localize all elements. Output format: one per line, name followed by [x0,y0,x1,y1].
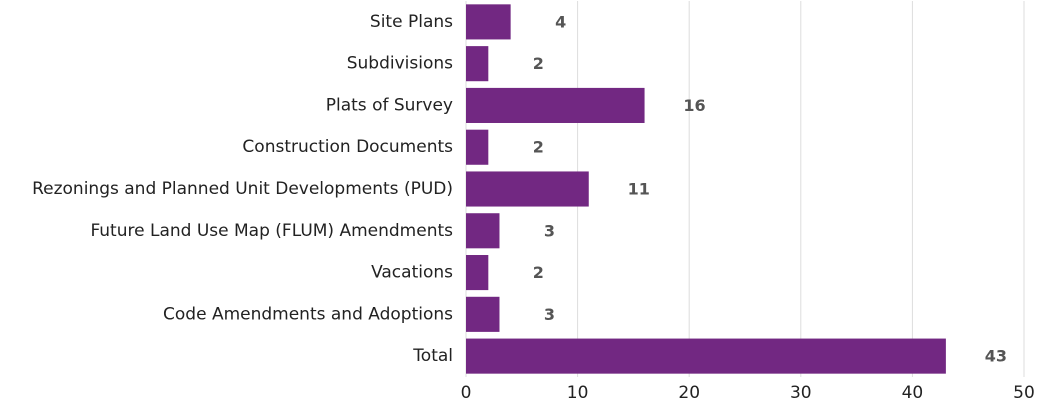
bar [466,4,511,40]
y-tick-label: Future Land Use Map (FLUM) Amendments [90,221,453,241]
x-tick-label: 30 [790,383,812,403]
bar [466,46,489,82]
data-label: 2 [533,263,544,282]
x-tick-label: 0 [461,383,472,403]
bar [466,171,589,207]
y-tick-label: Rezonings and Planned Unit Developments … [32,179,453,199]
bar [466,129,489,165]
y-tick-label: Total [412,346,453,366]
bar [466,296,500,332]
x-tick-label: 20 [678,383,700,403]
data-label: 2 [533,138,544,157]
y-tick-label: Site Plans [370,12,453,32]
bar [466,255,489,291]
data-label: 43 [985,347,1007,366]
y-tick-label: Subdivisions [347,54,453,74]
x-tick-label: 10 [567,383,589,403]
y-tick-label: Vacations [371,263,453,283]
x-tick-label: 40 [902,383,924,403]
y-tick-label: Code Amendments and Adoptions [163,304,453,324]
y-tick-label: Plats of Survey [326,95,453,115]
x-tick-label: 50 [1013,383,1035,403]
data-label: 4 [555,12,566,31]
data-label: 3 [544,305,555,324]
bar [466,213,500,249]
y-tick-label: Construction Documents [242,137,453,157]
data-label: 16 [683,96,705,115]
data-label: 11 [628,180,650,199]
bar [466,87,645,123]
data-label: 2 [533,54,544,73]
bar [466,338,946,374]
data-label: 3 [544,221,555,240]
